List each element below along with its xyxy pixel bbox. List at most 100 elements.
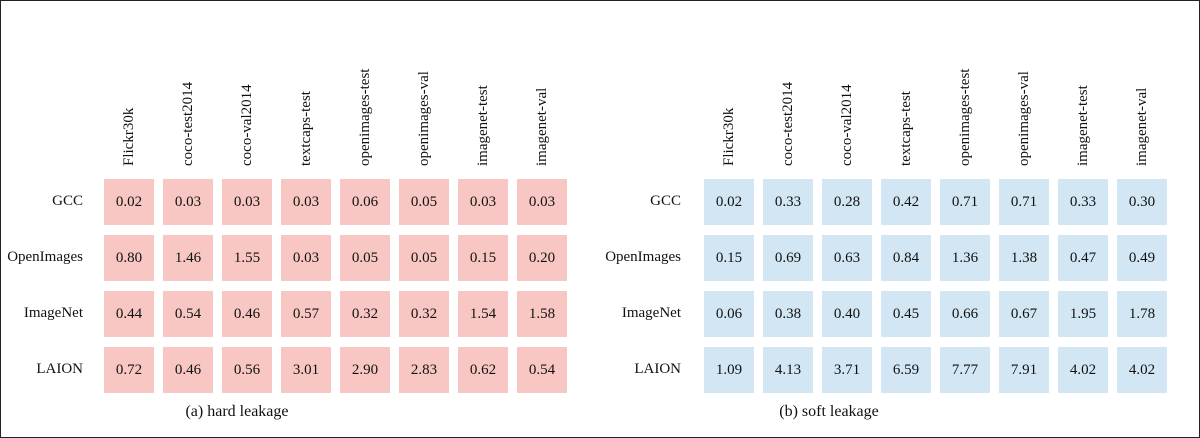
heatmap-cell: 0.56: [222, 347, 272, 393]
heatmap-cell: 1.54: [458, 291, 508, 337]
heatmap-cell: 0.49: [1117, 235, 1167, 281]
heatmap-cell: 0.71: [940, 179, 990, 225]
column-label: coco-val2014: [827, 1, 867, 181]
column-label-text: coco-val2014: [839, 84, 855, 166]
heatmap-cell: 0.46: [222, 291, 272, 337]
heatmap-cell: 3.71: [822, 347, 872, 393]
heatmap-cell: 0.63: [822, 235, 872, 281]
heatmap-cell: 4.02: [1117, 347, 1167, 393]
row-label: ImageNet: [621, 305, 681, 321]
column-label: openimages-test: [945, 1, 985, 181]
heatmap-cell: 0.30: [1117, 179, 1167, 225]
heatmap-cell: 1.95: [1058, 291, 1108, 337]
heatmap-cell: 1.36: [940, 235, 990, 281]
heatmap-cell: 4.13: [763, 347, 813, 393]
row-label: LAION: [634, 361, 681, 377]
heatmap-cell: 0.06: [704, 291, 754, 337]
column-label-text: openimages-val: [1016, 71, 1032, 166]
heatmap-cell: 2.83: [399, 347, 449, 393]
heatmap-cell: 0.47: [1058, 235, 1108, 281]
column-label: textcaps-test: [286, 1, 326, 181]
heatmap-cell: 0.33: [763, 179, 813, 225]
column-label: imagenet-val: [1122, 1, 1162, 181]
panel-caption: (b) soft leakage: [779, 403, 879, 420]
heatmap-cell: 0.20: [517, 235, 567, 281]
column-label: coco-test2014: [768, 1, 808, 181]
column-label-text: imagenet-test: [475, 85, 491, 166]
heatmap-cell: 0.40: [822, 291, 872, 337]
column-label: Flickr30k: [709, 1, 749, 181]
heatmap-cell: 0.62: [458, 347, 508, 393]
heatmap-cell: 0.15: [704, 235, 754, 281]
column-label: coco-val2014: [227, 1, 267, 181]
row-label: OpenImages: [605, 249, 681, 265]
heatmap-cell: 0.28: [822, 179, 872, 225]
heatmap-cell: 1.78: [1117, 291, 1167, 337]
heatmap-cell: 1.46: [163, 235, 213, 281]
heatmap-cell: 7.77: [940, 347, 990, 393]
heatmap-cell: 0.05: [340, 235, 390, 281]
heatmap-cell: 0.84: [881, 235, 931, 281]
column-label: openimages-test: [345, 1, 385, 181]
heatmap-cell: 1.55: [222, 235, 272, 281]
heatmap-cell: 7.91: [999, 347, 1049, 393]
heatmap-cell: 0.02: [704, 179, 754, 225]
column-label-text: coco-val2014: [239, 84, 255, 166]
heatmap-cell: 1.38: [999, 235, 1049, 281]
column-label-text: Flickr30k: [121, 107, 137, 166]
heatmap-cell: 0.66: [940, 291, 990, 337]
heatmap-cell: 0.72: [104, 347, 154, 393]
heatmap-cell: 0.15: [458, 235, 508, 281]
heatmap-cell: 0.69: [763, 235, 813, 281]
column-label-text: Flickr30k: [721, 107, 737, 166]
heatmap-cell: 1.09: [704, 347, 754, 393]
row-label: GCC: [52, 193, 83, 209]
heatmap-cell: 0.44: [104, 291, 154, 337]
heatmap-cell: 0.03: [517, 179, 567, 225]
column-label-text: coco-test2014: [780, 81, 796, 166]
column-label-text: textcaps-test: [298, 91, 314, 166]
column-label: imagenet-test: [1063, 1, 1103, 181]
row-label: OpenImages: [7, 249, 83, 265]
column-label-text: imagenet-val: [1134, 87, 1150, 166]
column-label-text: openimages-val: [416, 71, 432, 166]
heatmap-cell: 0.05: [399, 179, 449, 225]
heatmap-cell: 0.06: [340, 179, 390, 225]
heatmap-cell: 3.01: [281, 347, 331, 393]
row-label: ImageNet: [23, 305, 83, 321]
heatmap-cell: 1.58: [517, 291, 567, 337]
soft-leakage-panel: Flickr30k coco-test2014 coco-val2014 textca…: [601, 1, 1199, 437]
hard-leakage-panel: Flickr30k coco-test2014 coco-val2014 textca…: [1, 1, 601, 437]
heatmap-cell: 0.03: [163, 179, 213, 225]
column-label-text: textcaps-test: [898, 91, 914, 166]
heatmap-cell: 0.54: [517, 347, 567, 393]
heatmap-cell: 0.03: [222, 179, 272, 225]
heatmap-cell: 6.59: [881, 347, 931, 393]
row-label: LAION: [36, 361, 83, 377]
heatmap-cell: 4.02: [1058, 347, 1108, 393]
heatmap-cell: 0.05: [399, 235, 449, 281]
row-label: GCC: [650, 193, 681, 209]
column-label-text: coco-test2014: [180, 81, 196, 166]
heatmap-cell: 0.38: [763, 291, 813, 337]
column-label: imagenet-test: [463, 1, 503, 181]
column-label: openimages-val: [1004, 1, 1044, 181]
heatmap-cell: 0.45: [881, 291, 931, 337]
heatmap-cell: 0.03: [281, 235, 331, 281]
heatmap-cell: 0.71: [999, 179, 1049, 225]
heatmap-cell: 0.32: [399, 291, 449, 337]
column-label: openimages-val: [404, 1, 444, 181]
heatmap-cell: 0.67: [999, 291, 1049, 337]
panel-caption: (a) hard leakage: [185, 403, 289, 420]
heatmap-cell: 0.80: [104, 235, 154, 281]
column-label-text: openimages-test: [957, 68, 973, 166]
column-label: imagenet-val: [522, 1, 562, 181]
column-label-text: imagenet-val: [534, 87, 550, 166]
column-label: Flickr30k: [109, 1, 149, 181]
column-label-text: imagenet-test: [1075, 85, 1091, 166]
heatmap-cell: 0.57: [281, 291, 331, 337]
heatmap-cell: 0.02: [104, 179, 154, 225]
heatmap-cell: 0.32: [340, 291, 390, 337]
column-label-text: openimages-test: [357, 68, 373, 166]
